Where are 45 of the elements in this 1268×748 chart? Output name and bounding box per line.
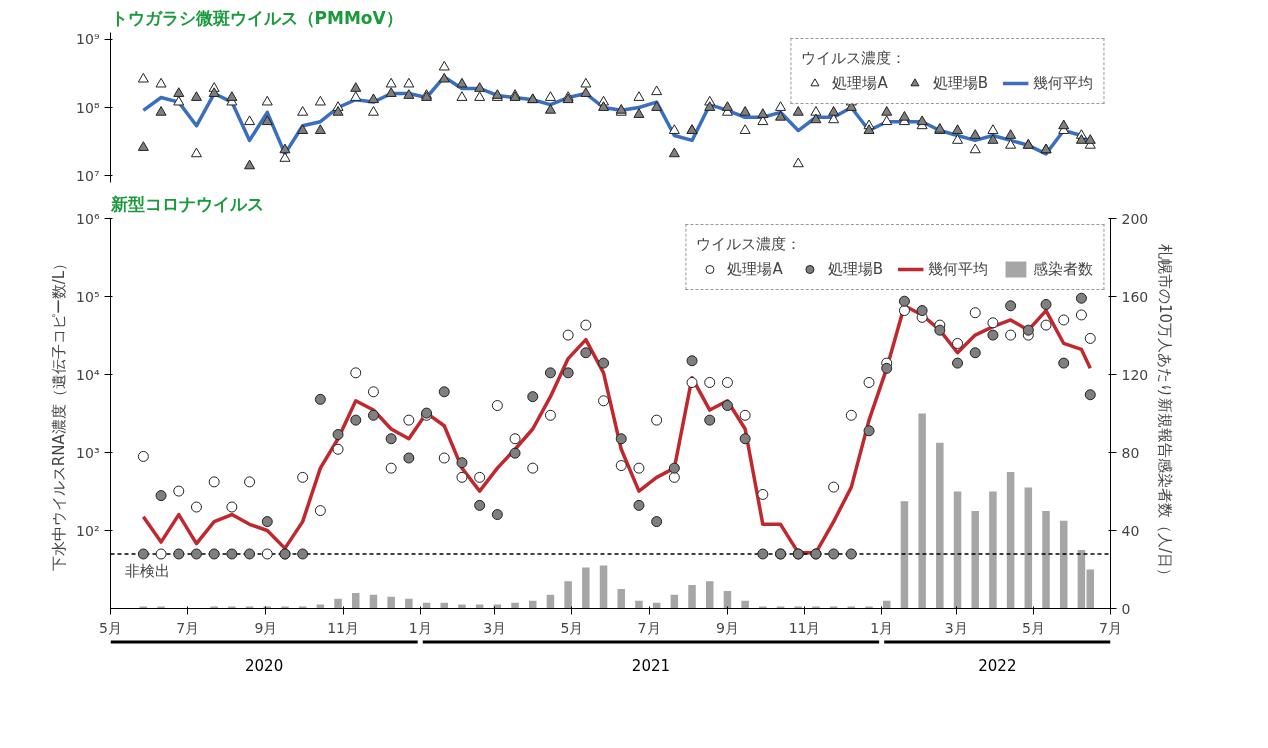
x-tick-label: 5月 [560, 619, 584, 636]
chart-title: 新型コロナウイルス [109, 193, 264, 214]
x-tick-label: 1月 [408, 619, 432, 636]
y2-tick-label: 80 [1121, 444, 1140, 461]
y2-tick-label: 120 [1121, 366, 1149, 383]
text: 2022 [978, 656, 1017, 675]
y2-tick-label: 40 [1121, 522, 1140, 539]
text: 2020 [245, 656, 284, 675]
legend-title: ウイルス濃度： [696, 235, 803, 254]
y2-axis-title: 札幌市の10万人あたり新規報告感染者数（人/日） [1156, 243, 1175, 584]
legend-label: 処理場B [827, 259, 883, 279]
x-tick-label: 7月 [176, 619, 200, 636]
x-tick-label: 3月 [944, 619, 968, 636]
x-tick-label: 7月 [1099, 619, 1122, 636]
x-tick-label: 5月 [99, 619, 122, 636]
ref-line-label: 非検出 [124, 561, 170, 580]
y-tick-label: 10⁹ [76, 31, 100, 48]
legend-title: ウイルス濃度： [801, 49, 908, 68]
chart-title: トウガラシ微斑ウイルス（PMMoV） [110, 7, 403, 28]
text: 2021 [631, 656, 671, 675]
x-tick-label: 9月 [254, 619, 278, 636]
legend-label: 処理場B [932, 73, 988, 93]
legend-label: 感染者数 [1033, 259, 1093, 279]
legend-label: 処理場A [832, 73, 888, 93]
legend-label: 処理場A [727, 259, 783, 279]
x-tick-label: 11月 [327, 619, 360, 636]
y-tick-label: 10³ [76, 444, 100, 461]
x-tick-label: 7月 [637, 619, 661, 636]
x-tick-label: 9月 [715, 619, 739, 636]
y-tick-label: 10⁸ [76, 99, 100, 116]
y-tick-label: 10² [76, 522, 100, 539]
y-tick-label: 10⁵ [76, 288, 100, 305]
y-tick-label: 10⁴ [76, 366, 100, 383]
y-tick-label: 10⁶ [76, 210, 100, 227]
x-tick-label: 3月 [483, 619, 507, 636]
legend-label: 幾何平均 [928, 259, 988, 279]
legend-label: 幾何平均 [1033, 73, 1093, 93]
y2-tick-label: 200 [1121, 210, 1149, 227]
x-tick-label: 5月 [1021, 619, 1045, 636]
y-axis-title: 下水中ウイルスRNA濃度（遺伝子コピー数/L） [50, 255, 69, 572]
y2-tick-label: 0 [1121, 600, 1131, 617]
x-tick-label: 11月 [788, 619, 821, 636]
x-tick-label: 1月 [870, 619, 894, 636]
y2-tick-label: 160 [1121, 288, 1149, 305]
y-tick-label: 10⁷ [76, 167, 100, 184]
